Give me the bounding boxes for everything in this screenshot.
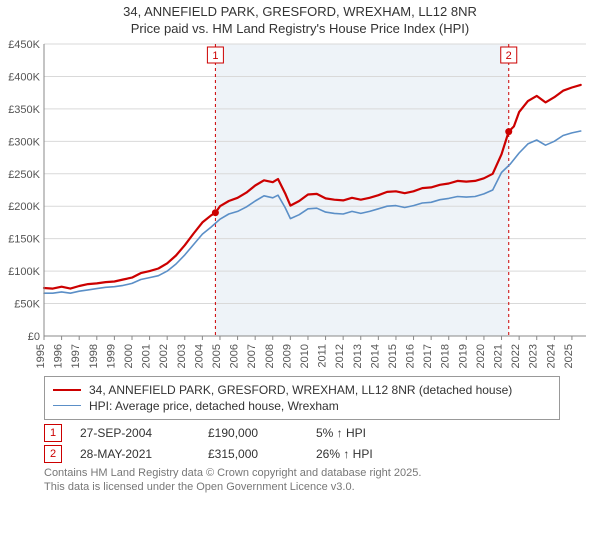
legend-row: 34, ANNEFIELD PARK, GRESFORD, WREXHAM, L… [53, 383, 551, 397]
sale-row: 2 28-MAY-2021 £315,000 26% ↑ HPI [44, 445, 560, 463]
x-tick-label: 2000 [123, 344, 135, 368]
x-tick-label: 2012 [334, 344, 346, 368]
x-tick-label: 2009 [281, 344, 293, 368]
legend: 34, ANNEFIELD PARK, GRESFORD, WREXHAM, L… [44, 376, 560, 420]
footer: Contains HM Land Registry data © Crown c… [44, 467, 560, 495]
sale-pct: 5% ↑ HPI [316, 426, 426, 440]
y-tick-label: £150K [8, 233, 40, 245]
footer-line1: Contains HM Land Registry data © Crown c… [44, 467, 560, 481]
sale-marker-dot [212, 209, 219, 216]
y-tick-label: £350K [8, 104, 40, 116]
x-tick-label: 1995 [35, 344, 47, 368]
x-tick-label: 2016 [405, 344, 417, 368]
y-tick-label: £300K [8, 136, 40, 148]
x-tick-label: 2002 [158, 344, 170, 368]
chart-title: 34, ANNEFIELD PARK, GRESFORD, WREXHAM, L… [0, 0, 600, 40]
y-tick-label: £400K [8, 71, 40, 83]
legend-swatch [53, 405, 81, 406]
sale-pct: 26% ↑ HPI [316, 447, 426, 461]
x-tick-label: 2025 [563, 344, 575, 368]
x-tick-label: 2010 [299, 344, 311, 368]
sale-date: 28-MAY-2021 [80, 447, 190, 461]
legend-label: HPI: Average price, detached house, Wrex… [89, 399, 339, 413]
x-tick-label: 2021 [493, 344, 505, 368]
x-tick-label: 2020 [475, 344, 487, 368]
sale-date: 27-SEP-2004 [80, 426, 190, 440]
x-tick-label: 2011 [317, 344, 329, 368]
y-tick-label: £100K [8, 266, 40, 278]
x-tick-label: 2017 [422, 344, 434, 368]
x-tick-label: 2001 [141, 344, 153, 368]
sale-marker-num: 2 [506, 50, 512, 62]
x-tick-label: 2022 [510, 344, 522, 368]
title-line1: 34, ANNEFIELD PARK, GRESFORD, WREXHAM, L… [0, 4, 600, 21]
title-line2: Price paid vs. HM Land Registry's House … [0, 21, 600, 38]
sale-badge: 1 [44, 424, 62, 442]
legend-swatch [53, 389, 81, 391]
x-tick-label: 1996 [53, 344, 65, 368]
sale-marker-dot [505, 128, 512, 135]
legend-label: 34, ANNEFIELD PARK, GRESFORD, WREXHAM, L… [89, 383, 512, 397]
x-tick-label: 2003 [176, 344, 188, 368]
chart-svg: £0 £50K £100K £150K £200K £250K £300K £350K £400… [0, 40, 600, 370]
sale-row: 1 27-SEP-2004 £190,000 5% ↑ HPI [44, 424, 560, 442]
x-tick-label: 2006 [229, 344, 241, 368]
sale-price: £190,000 [208, 426, 298, 440]
x-tick-label: 2014 [369, 344, 381, 368]
x-tick-label: 2005 [211, 344, 223, 368]
y-tick-label: £0 [28, 331, 40, 343]
footer-line2: This data is licensed under the Open Gov… [44, 481, 560, 495]
x-tick-label: 2015 [387, 344, 399, 368]
x-tick-label: 1998 [88, 344, 100, 368]
sale-marker-num: 1 [212, 50, 218, 62]
x-tick-label: 2019 [457, 344, 469, 368]
sales-table: 1 27-SEP-2004 £190,000 5% ↑ HPI 2 28-MAY-2021… [44, 424, 560, 463]
chart-area: £0 £50K £100K £150K £200K £250K £300K £350K £400… [0, 40, 600, 370]
x-tick-label: 2008 [264, 344, 276, 368]
y-tick-label: £250K [8, 169, 40, 181]
x-tick-label: 1997 [70, 344, 82, 368]
sale-badge: 2 [44, 445, 62, 463]
y-tick-label: £450K [8, 40, 40, 51]
x-tick-label: 2007 [246, 344, 258, 368]
sale-price: £315,000 [208, 447, 298, 461]
y-tick-label: £50K [14, 298, 40, 310]
x-tick-label: 2023 [528, 344, 540, 368]
x-tick-label: 1999 [105, 344, 117, 368]
x-tick-label: 2004 [193, 344, 205, 368]
legend-row: HPI: Average price, detached house, Wrex… [53, 399, 551, 413]
x-tick-label: 2013 [352, 344, 364, 368]
x-tick-label: 2024 [545, 344, 557, 368]
x-tick-label: 2018 [440, 344, 452, 368]
y-tick-label: £200K [8, 201, 40, 213]
